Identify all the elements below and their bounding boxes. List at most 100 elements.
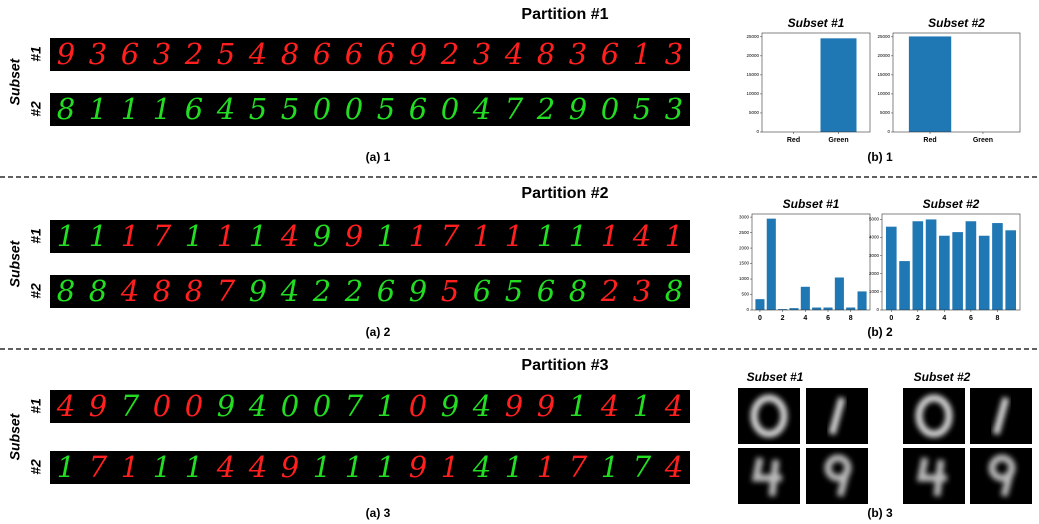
y-tick-label: 20000 (877, 53, 890, 58)
bar (801, 287, 810, 310)
digit: 8 (57, 92, 75, 126)
digit: 1 (345, 450, 363, 484)
digit: 6 (313, 37, 331, 71)
digit: 9 (345, 219, 363, 253)
digit: 1 (377, 389, 395, 423)
digit: 2 (536, 92, 555, 126)
y-tick-label: 10000 (746, 91, 759, 96)
digit-strip (50, 390, 690, 423)
digit: 8 (665, 274, 683, 308)
digit: 1 (89, 92, 107, 126)
bar (992, 223, 1003, 310)
y-tick-label: 10000 (877, 91, 890, 96)
bar (913, 221, 924, 310)
digit: 9 (57, 37, 75, 71)
y-tick-label: 5000 (749, 110, 760, 115)
bar (846, 308, 855, 310)
digit: 1 (217, 219, 235, 253)
digit: 4 (248, 389, 267, 423)
digit: 1 (185, 450, 203, 484)
digit: 4 (600, 389, 619, 423)
digit: 1 (153, 450, 171, 484)
digit: 1 (153, 92, 171, 126)
digit: 1 (441, 450, 459, 484)
subset-label: Subset (7, 239, 23, 287)
digit: 0 (601, 92, 619, 126)
digit: 4 (56, 389, 75, 423)
digit: 9 (409, 450, 427, 484)
x-tick-label: 4 (803, 315, 807, 322)
digit: 4 (472, 389, 491, 423)
y-tick-label: 0 (746, 307, 749, 312)
digit: 3 (569, 37, 587, 71)
figure: Partition #1Subset#193632548666923483613… (0, 0, 1039, 524)
y-tick-label: 1500 (739, 261, 750, 266)
digit: 5 (633, 92, 651, 126)
x-tick-label: 2 (781, 315, 785, 322)
digit: 6 (377, 37, 395, 71)
digit: 9 (313, 219, 331, 253)
bar (1005, 230, 1016, 310)
digit: 5 (281, 92, 299, 126)
digit: 1 (377, 219, 395, 253)
digit: 2 (600, 274, 619, 308)
digit: 3 (153, 37, 171, 71)
bar (755, 299, 764, 310)
digit: 1 (121, 450, 139, 484)
digit: 1 (57, 450, 75, 484)
digit-strip (50, 275, 690, 308)
y-tick-label: 1000 (739, 276, 750, 281)
digit: 4 (504, 37, 523, 71)
digit: 2 (344, 274, 363, 308)
x-tick-label: 8 (995, 315, 999, 322)
y-tick-label: 2500 (739, 230, 750, 235)
row-label: #1 (28, 46, 44, 62)
x-tick-label: 6 (969, 315, 973, 322)
digit: 1 (89, 219, 107, 253)
digit: 1 (569, 219, 587, 253)
x-tick-label: 8 (849, 315, 853, 322)
y-tick-label: 2000 (869, 271, 880, 276)
digit: 4 (248, 37, 267, 71)
digit: 0 (185, 389, 203, 423)
digit: 8 (89, 274, 107, 308)
digit: 4 (632, 219, 651, 253)
digit: 1 (633, 389, 651, 423)
bar (858, 291, 867, 310)
digit: 5 (249, 92, 267, 126)
digit: 8 (569, 274, 587, 308)
x-tick-label: Green (973, 137, 993, 144)
y-tick-label: 5000 (869, 217, 880, 222)
bar (966, 221, 977, 310)
row-label: #2 (28, 459, 44, 475)
y-tick-label: 0 (756, 129, 759, 134)
digit: 0 (313, 92, 331, 126)
digit: 6 (121, 37, 139, 71)
digit: 8 (57, 274, 75, 308)
x-tick-label: Green (828, 137, 848, 144)
digit: 1 (633, 37, 651, 71)
digit: 6 (377, 274, 395, 308)
digit: 3 (633, 274, 651, 308)
digit: 1 (313, 450, 331, 484)
digit: 6 (537, 274, 555, 308)
digit: 0 (281, 389, 299, 423)
y-tick-label: 0 (887, 129, 890, 134)
digit: 5 (505, 274, 523, 308)
y-tick-label: 1000 (869, 289, 880, 294)
chart-title: Subset #1 (788, 16, 845, 30)
bar (767, 219, 776, 310)
digit: 1 (505, 219, 523, 253)
partition-title: Partition #3 (521, 357, 608, 374)
y-tick-label: 500 (741, 292, 749, 297)
digit: 7 (345, 389, 364, 423)
digit: 0 (441, 92, 459, 126)
digit: 1 (473, 219, 491, 253)
digit: 1 (409, 219, 427, 253)
y-tick-label: 25000 (746, 34, 759, 39)
digit: 7 (441, 219, 460, 253)
digit: 4 (216, 92, 235, 126)
bar (926, 219, 937, 310)
x-tick-label: Red (787, 137, 800, 144)
digit: 9 (569, 92, 587, 126)
